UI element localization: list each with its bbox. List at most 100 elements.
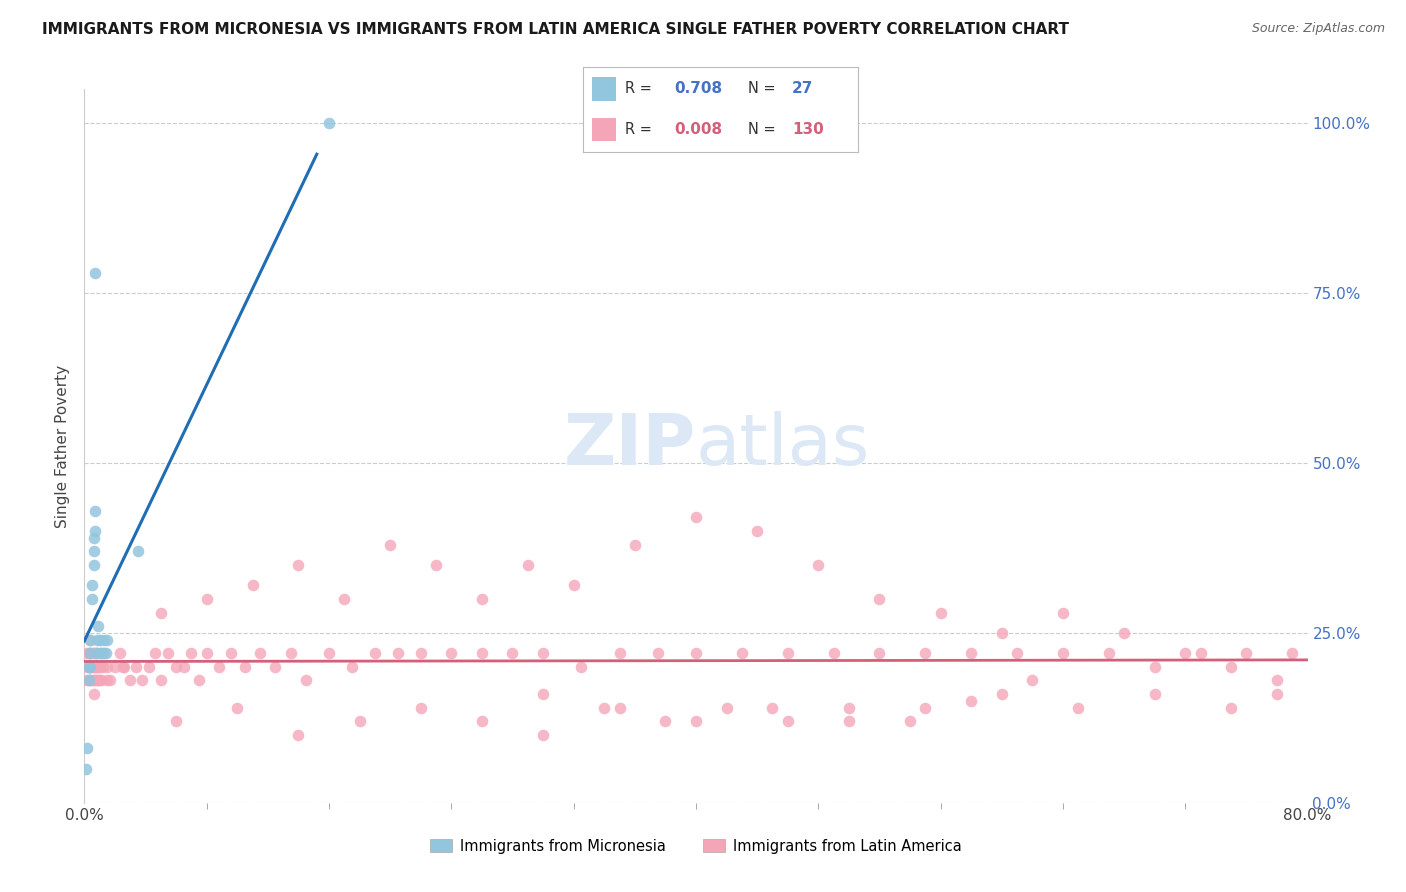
FancyBboxPatch shape <box>592 118 616 142</box>
Point <box>233 660 256 674</box>
Point <box>111 660 134 674</box>
Point <box>1265 687 1288 701</box>
Point <box>80 660 103 674</box>
Point <box>84 660 107 674</box>
Y-axis label: Single Father Poverty: Single Father Poverty <box>55 365 70 527</box>
Point <box>776 714 799 729</box>
Point <box>173 660 195 674</box>
Point <box>647 646 669 660</box>
Point <box>83 544 105 558</box>
Point <box>93 646 115 660</box>
Point <box>914 646 936 660</box>
Point <box>685 714 707 729</box>
Point <box>440 646 463 660</box>
Point <box>149 673 172 688</box>
Point <box>180 646 202 660</box>
Point <box>89 632 111 647</box>
Point <box>89 673 111 688</box>
Point <box>914 700 936 714</box>
Point <box>654 714 676 729</box>
Point <box>1052 606 1074 620</box>
Point <box>531 687 554 701</box>
Point <box>80 673 103 688</box>
Legend: Immigrants from Micronesia, Immigrants from Latin America: Immigrants from Micronesia, Immigrants f… <box>425 833 967 860</box>
Point <box>340 660 363 674</box>
Text: R =: R = <box>624 122 651 137</box>
Point <box>125 660 148 674</box>
Point <box>84 673 107 688</box>
Point <box>531 646 554 660</box>
Point <box>471 646 494 660</box>
Point <box>1021 673 1043 688</box>
Point <box>77 673 100 688</box>
Point <box>112 660 135 674</box>
Point <box>91 646 114 660</box>
Point <box>929 606 952 620</box>
Point <box>77 673 100 688</box>
Text: 27: 27 <box>792 81 813 96</box>
Point <box>79 646 101 660</box>
Point <box>84 646 107 660</box>
Point <box>960 646 983 660</box>
Point <box>86 646 108 660</box>
Point <box>609 700 631 714</box>
Point <box>149 606 172 620</box>
Point <box>1265 673 1288 688</box>
Point <box>86 632 108 647</box>
Point <box>86 646 108 660</box>
Point <box>84 524 107 538</box>
Point <box>83 660 105 674</box>
Point <box>609 646 631 660</box>
Point <box>531 728 554 742</box>
Point <box>90 673 112 688</box>
Point <box>349 714 371 729</box>
Point <box>83 558 105 572</box>
Point <box>77 646 100 660</box>
Point <box>264 660 287 674</box>
Point <box>287 728 309 742</box>
Point <box>685 646 707 660</box>
Point <box>87 660 110 674</box>
Point <box>157 646 180 660</box>
Text: R =: R = <box>624 81 651 96</box>
Point <box>79 632 101 647</box>
Point <box>89 660 111 674</box>
Point <box>898 714 921 729</box>
Point <box>471 591 494 606</box>
Point <box>87 619 110 633</box>
Point <box>569 660 592 674</box>
Point <box>1281 646 1303 660</box>
Point <box>1143 660 1166 674</box>
Point <box>98 673 121 688</box>
Point <box>409 646 432 660</box>
Point <box>838 714 860 729</box>
Text: 0.708: 0.708 <box>673 81 723 96</box>
Point <box>138 660 160 674</box>
Point <box>1098 646 1121 660</box>
Point <box>83 673 105 688</box>
Point <box>131 673 153 688</box>
Point <box>280 646 302 660</box>
Point <box>1236 646 1258 660</box>
Point <box>716 700 738 714</box>
Point <box>991 626 1014 640</box>
Point <box>96 673 118 688</box>
Point <box>1174 646 1197 660</box>
Point <box>242 578 264 592</box>
Point <box>287 558 309 572</box>
Point <box>188 673 211 688</box>
Point <box>1143 687 1166 701</box>
Point <box>120 673 142 688</box>
Point <box>502 646 524 660</box>
Point <box>869 646 891 660</box>
Point <box>76 646 98 660</box>
Point <box>89 646 111 660</box>
Point <box>76 660 98 674</box>
Point <box>91 660 114 674</box>
Point <box>87 673 110 688</box>
Point <box>516 558 538 572</box>
Point <box>295 673 318 688</box>
Point <box>79 673 101 688</box>
Point <box>333 591 356 606</box>
Point <box>409 700 432 714</box>
